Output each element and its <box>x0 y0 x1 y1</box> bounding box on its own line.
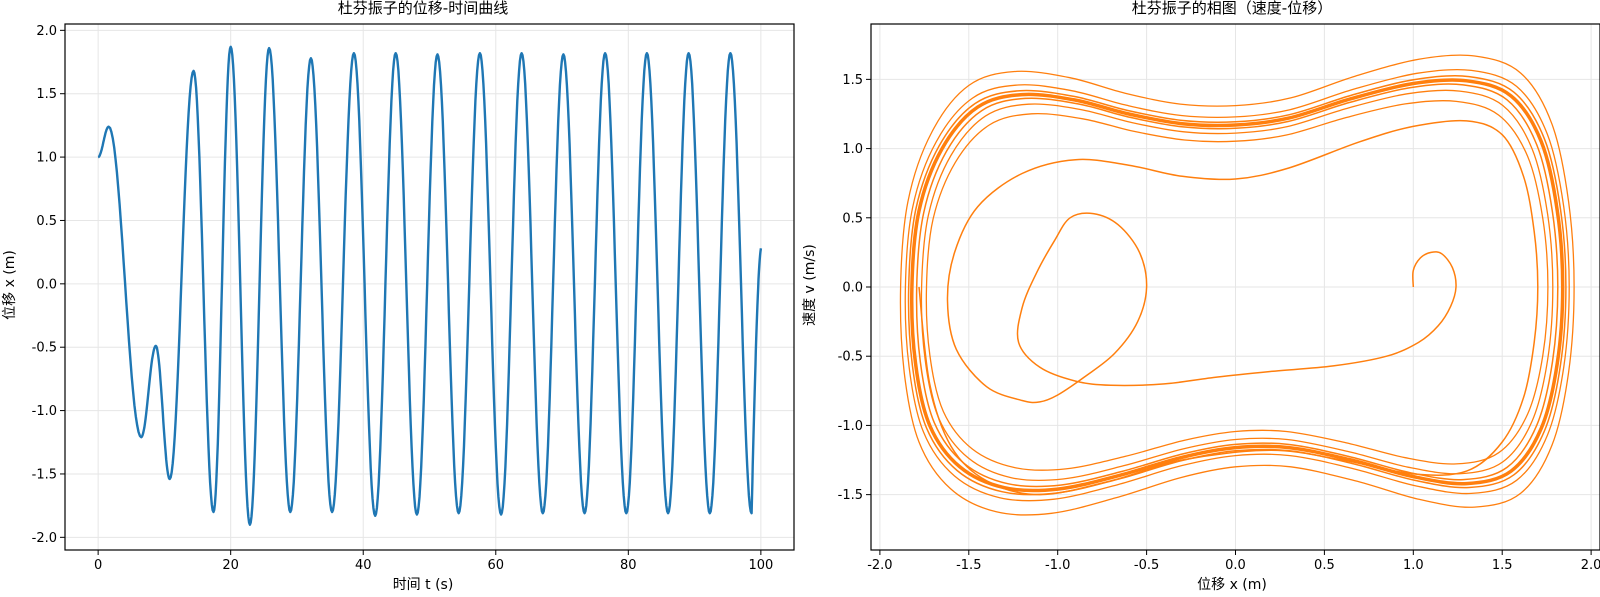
y-axis-label-velocity: 速度 v (m/s) <box>802 244 818 326</box>
plot-frame <box>64 23 795 551</box>
y-axis-label-displacement: 位移 x (m) <box>2 250 18 320</box>
y-tick-label: -1.0 <box>32 404 57 419</box>
y-tick-label: -1.5 <box>838 488 863 503</box>
x-tick-label: 60 <box>487 558 504 573</box>
tick-labels: 0 20 40 60 80 100 -2.0 -1.5 -1.0 -0.5 0.0 0.5 1.0 1.5… <box>32 24 774 573</box>
displacement-time-chart: 杜芬振子的位移-时间曲线 时间 t (s) 位移 x (m) 0 20 40 60 80… <box>2 0 795 593</box>
x-tick-label: 20 <box>222 558 239 573</box>
y-tick-label: -2.0 <box>32 531 57 546</box>
x-tick-label: 80 <box>620 558 637 573</box>
attractor-orbit-4 <box>920 89 1554 482</box>
x-tick-label: -0.5 <box>1134 558 1159 573</box>
y-tick-label: 1.0 <box>36 151 57 166</box>
attractor-orbit-3 <box>904 68 1570 502</box>
x-tick-label: -1.0 <box>1045 558 1070 573</box>
grid <box>65 24 794 550</box>
y-tick-label: 0.5 <box>842 211 863 226</box>
x-tick-label: 0.5 <box>1314 558 1335 573</box>
plot-frame <box>870 23 1600 551</box>
x-tick-label: 2.0 <box>1581 558 1600 573</box>
y-tick-label: 0.0 <box>842 281 863 296</box>
x-tick-label: 1.5 <box>1492 558 1513 573</box>
x-axis-label-time: 时间 t (s) <box>393 577 454 593</box>
attractor-orbit-0 <box>910 78 1565 493</box>
y-tick-label: 0.5 <box>36 214 57 229</box>
phase-trajectory <box>899 54 1575 516</box>
y-tick-label: -0.5 <box>32 341 57 356</box>
x-tick-label: 40 <box>355 558 372 573</box>
y-tick-label: 1.5 <box>36 87 57 102</box>
x-tick-label: 0.0 <box>1225 558 1246 573</box>
x-tick-label: -1.5 <box>956 558 981 573</box>
displacement-series-line <box>97 45 763 526</box>
y-tick-label: -1.5 <box>32 467 57 482</box>
x-tick-label: 0 <box>94 558 102 573</box>
attractor-orbit-2 <box>915 83 1559 488</box>
y-tick-label: 1.5 <box>842 73 863 88</box>
x-tick-label: 1.0 <box>1403 558 1424 573</box>
phase-portrait-chart: 杜芬振子的相图（速度-位移） 位移 x (m) 速度 v (m/s) -2.0-… <box>802 0 1600 593</box>
y-tick-label: 2.0 <box>36 24 57 39</box>
y-tick-label: 0.0 <box>36 277 57 292</box>
grid <box>871 24 1600 550</box>
attractor-orbit-5 <box>899 54 1575 516</box>
tick-labels: -2.0 -1.5 -1.0 -0.5 0.0 0.5 1.0 1.5 2.0 -1.5 -1.0 -… <box>838 73 1600 573</box>
x-axis-label-displacement: 位移 x (m) <box>1197 577 1267 593</box>
x-tick-label: 100 <box>748 558 773 573</box>
chart-title-displacement: 杜芬振子的位移-时间曲线 <box>338 0 508 17</box>
y-tick-label: 1.0 <box>842 142 863 157</box>
x-tick-label: -2.0 <box>867 558 892 573</box>
y-tick-label: -0.5 <box>838 350 863 365</box>
attractor-orbit-6 <box>925 99 1549 471</box>
transient-trajectory <box>918 119 1539 496</box>
chart-title-phase: 杜芬振子的相图（速度-位移） <box>1132 0 1332 17</box>
y-tick-label: -1.0 <box>838 419 863 434</box>
